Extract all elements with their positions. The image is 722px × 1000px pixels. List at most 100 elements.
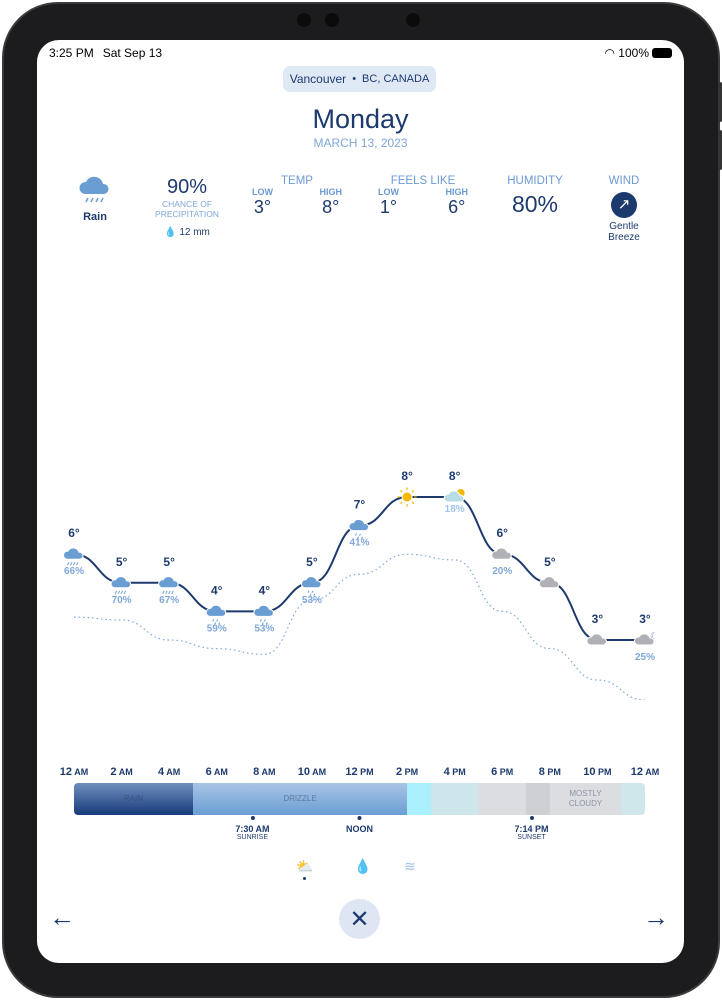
temperature-label: 5° xyxy=(306,555,318,569)
meridiem: AM xyxy=(116,767,133,777)
time-label: 12 AM xyxy=(631,766,659,778)
high-label: HIGH xyxy=(319,187,343,197)
sun-ray xyxy=(411,489,415,493)
temperature-label: 4° xyxy=(259,583,271,597)
hour: 10 xyxy=(583,766,596,778)
separator: • xyxy=(352,73,357,85)
hour: 12 xyxy=(59,766,73,778)
feels-like-low: 1° xyxy=(379,197,398,217)
temperature-label: 5° xyxy=(544,555,556,569)
drizzle-drops xyxy=(212,619,221,625)
time-label: 2 PM xyxy=(396,766,418,778)
marker-time: NOON xyxy=(346,824,373,834)
close-button[interactable]: ✕ xyxy=(339,899,380,939)
time-label: 6 AM xyxy=(206,766,228,778)
hour: 2 xyxy=(110,766,117,778)
drop-icon: 💧 xyxy=(164,227,177,238)
location-selector[interactable]: Vancouver • BC, CANADA xyxy=(283,66,436,92)
time-label: 12 AM xyxy=(60,766,88,778)
wifi-icon: ◠ xyxy=(604,46,615,60)
humidity-summary: HUMIDITY 80% xyxy=(495,175,575,218)
partly-cloudy-night-icon xyxy=(634,633,655,646)
condition-segment[interactable] xyxy=(430,783,479,815)
condition-segment[interactable]: MOSTLY CLOUDY xyxy=(549,783,622,815)
temperature-label: 5° xyxy=(116,555,128,569)
temperature-label: 7° xyxy=(354,498,366,512)
precipitation-mode-button[interactable]: 💧 xyxy=(354,858,371,875)
temperature-label: 3° xyxy=(639,612,651,626)
drizzle-icon xyxy=(253,604,274,617)
condition-segment[interactable]: RAIN xyxy=(74,783,193,815)
condition-summary: Rain xyxy=(75,174,115,223)
wind-mode-button[interactable]: ≋ xyxy=(404,858,416,875)
drizzle-drops xyxy=(307,590,316,597)
wind-summary: WIND ↗ Gentle Breeze xyxy=(599,175,649,243)
weather-mode-button[interactable]: ⛅ xyxy=(296,858,313,880)
feels-like-line xyxy=(73,553,646,700)
condition-segment[interactable] xyxy=(478,783,527,815)
condition-segment[interactable] xyxy=(407,783,431,815)
time-label: 12 PM xyxy=(345,766,373,778)
temperature-label: 4° xyxy=(211,583,223,597)
meridiem: PM xyxy=(402,767,419,777)
humidity-title: HUMIDITY xyxy=(507,175,563,187)
page-title: Monday xyxy=(312,104,409,134)
condition-segment[interactable] xyxy=(621,783,645,815)
temperature-label: 6° xyxy=(68,526,80,540)
sun-ray xyxy=(399,501,403,505)
device-button xyxy=(718,82,722,122)
battery-percent: 100% xyxy=(618,46,649,60)
sun-icon xyxy=(401,491,413,503)
rain-drops xyxy=(67,561,79,566)
wind-desc: Breeze xyxy=(608,232,640,243)
city: Vancouver xyxy=(289,72,347,86)
temperature-label: 6° xyxy=(497,526,509,540)
marker-label: SUNSET xyxy=(517,834,546,841)
sun-ray xyxy=(399,489,403,493)
temp-title: TEMP xyxy=(281,175,313,187)
meridiem: AM xyxy=(164,767,181,777)
arrow-right-icon: → xyxy=(643,902,669,932)
meridiem: PM xyxy=(449,767,466,777)
hour: 4 xyxy=(158,766,165,778)
marker-dot xyxy=(529,816,534,820)
condition-segment[interactable] xyxy=(526,783,550,815)
precipitation-label: 20% xyxy=(492,566,512,577)
temperature-label: 3° xyxy=(592,612,604,626)
low-label: LOW xyxy=(252,187,273,197)
precipitation-label: 41% xyxy=(349,538,369,549)
meridiem: PM xyxy=(357,767,374,777)
marker-time: 7:30 AM xyxy=(235,824,270,834)
sun-marker: 7:14 PM SUNSET xyxy=(514,816,549,841)
screen: 3:25 PM Sat Sep 13 ◠ 100% Vancouver • BC,… xyxy=(37,40,684,963)
drizzle-icon xyxy=(205,604,227,617)
drizzle-drops xyxy=(259,619,268,625)
precip-label: CHANCE OF xyxy=(161,199,213,209)
time-label: 4 AM xyxy=(158,766,180,778)
rain-icon xyxy=(63,547,84,560)
partly-sunny-icon xyxy=(443,490,465,503)
feels-like-title: FEELS LIKE xyxy=(390,175,456,187)
temp-low: 3° xyxy=(253,197,272,217)
camera xyxy=(325,13,339,27)
hour: 2 xyxy=(396,766,403,778)
precip-percent: 90% xyxy=(166,176,208,198)
drizzle-icon xyxy=(300,576,322,589)
condition-timeline[interactable]: RAIN DRIZZLE MOSTLY CLOUDY xyxy=(74,783,645,815)
condition-segment[interactable]: DRIZZLE xyxy=(192,783,408,815)
drop-icon: 💧 xyxy=(354,858,372,874)
cloud-icon xyxy=(491,547,512,560)
cloud-icon xyxy=(586,633,607,646)
sun-ray xyxy=(411,501,415,505)
rain-icon xyxy=(158,576,179,589)
precip-label: PRECIPITATION xyxy=(155,209,219,219)
precip-amount: 12 mm xyxy=(179,227,210,238)
hour: 10 xyxy=(297,766,310,778)
rain-cloud-icon xyxy=(79,176,109,203)
next-day-button[interactable]: → xyxy=(643,902,669,933)
precipitation-label: 25% xyxy=(635,652,655,663)
rain-drops xyxy=(162,590,174,595)
rain-drops xyxy=(114,590,127,595)
previous-day-button[interactable]: ← xyxy=(49,902,75,933)
feels-like-summary: FEELS LIKE LOW 1° HIGH 6° xyxy=(373,175,473,218)
